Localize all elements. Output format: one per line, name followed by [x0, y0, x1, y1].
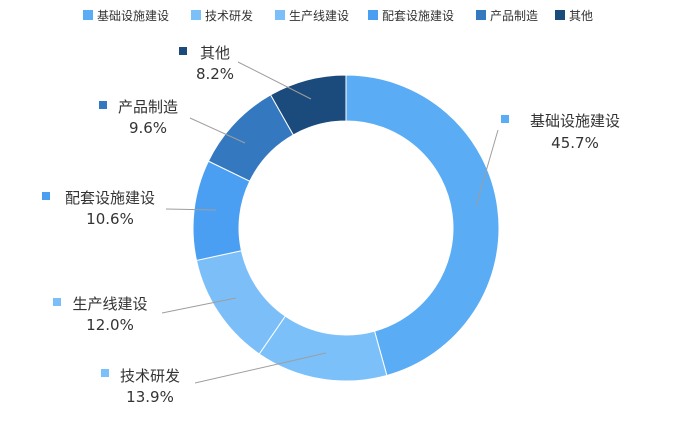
slice-label-value: 10.6% — [86, 210, 134, 228]
legend-label: 产品制造 — [490, 9, 538, 23]
slices — [192, 74, 500, 382]
slice-label-name: 基础设施建设 — [530, 112, 620, 130]
slice-label-value: 9.6% — [129, 119, 167, 137]
slice-labels: 基础设施建设 45.7% 技术研发 13.9% 生产线建设 12.0% 配套设施建设 10.6… — [42, 44, 620, 406]
slice-label-name: 配套设施建设 — [65, 189, 155, 207]
label-marker — [99, 101, 107, 109]
legend-label: 基础设施建设 — [97, 9, 169, 23]
slice-label-value: 13.9% — [126, 388, 174, 406]
legend-item: 其他 — [555, 9, 593, 23]
legend-label: 生产线建设 — [289, 9, 349, 23]
legend-swatch — [83, 10, 93, 20]
legend-label: 其他 — [569, 9, 593, 23]
leader-line — [189, 117, 246, 144]
legend-label: 技术研发 — [205, 8, 253, 23]
slice-label-name: 技术研发 — [120, 367, 180, 385]
slice-label-value: 8.2% — [196, 65, 234, 83]
legend-label: 配套设施建设 — [382, 9, 454, 23]
legend-swatch — [191, 10, 201, 20]
leader-line — [161, 297, 237, 314]
label-marker — [53, 298, 61, 306]
label-marker — [179, 47, 187, 55]
leader-line — [475, 129, 499, 207]
legend: 基础设施建设 技术研发 生产线建设 配套设施建设 产品制造 其他 — [83, 8, 593, 23]
slice-label-name: 生产线建设 — [72, 295, 147, 313]
legend-swatch — [476, 10, 486, 20]
slice-label-name: 其他 — [200, 44, 230, 62]
slice-label-value: 45.7% — [551, 134, 599, 152]
legend-swatch — [555, 10, 565, 20]
legend-item: 产品制造 — [476, 9, 538, 23]
legend-swatch — [275, 10, 285, 20]
slice-label-value: 12.0% — [86, 316, 134, 334]
legend-item: 配套设施建设 — [368, 9, 454, 23]
label-marker — [42, 192, 50, 200]
legend-item: 基础设施建设 — [83, 9, 169, 23]
donut-slice — [269, 74, 347, 136]
leader-line — [237, 61, 312, 100]
label-marker — [501, 115, 509, 123]
label-marker — [101, 369, 109, 377]
donut-slice — [345, 74, 500, 377]
leader-line — [165, 208, 217, 211]
legend-item: 生产线建设 — [275, 9, 349, 23]
legend-item: 技术研发 — [191, 8, 253, 23]
legend-swatch — [368, 10, 378, 20]
slice-label-name: 产品制造 — [118, 98, 178, 116]
leader-line — [194, 352, 327, 384]
